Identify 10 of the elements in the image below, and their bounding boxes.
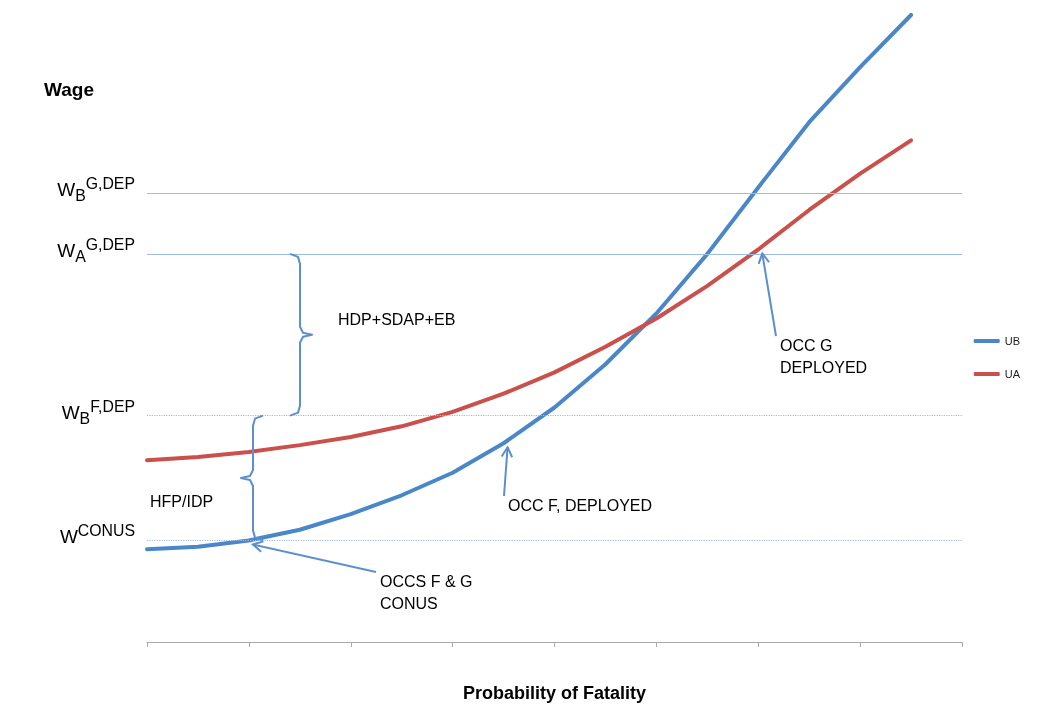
annotation: OCCS F & G CONUS bbox=[380, 572, 477, 612]
y-axis-title: Wage bbox=[44, 79, 94, 100]
annotation: OCC G DEPLOYED bbox=[780, 336, 868, 376]
x-axis-title: Probability of Fatality bbox=[462, 683, 647, 703]
legend-label: UA bbox=[1004, 368, 1021, 380]
annotation: HFP/IDP bbox=[150, 492, 214, 510]
annotation: OCC F, DEPLOYED bbox=[508, 496, 653, 514]
legend-label: UB bbox=[1004, 335, 1020, 347]
annotation: HDP+SDAP+EB bbox=[338, 310, 456, 328]
ref-line-label: W$^{CONUS}$ bbox=[59, 521, 135, 550]
